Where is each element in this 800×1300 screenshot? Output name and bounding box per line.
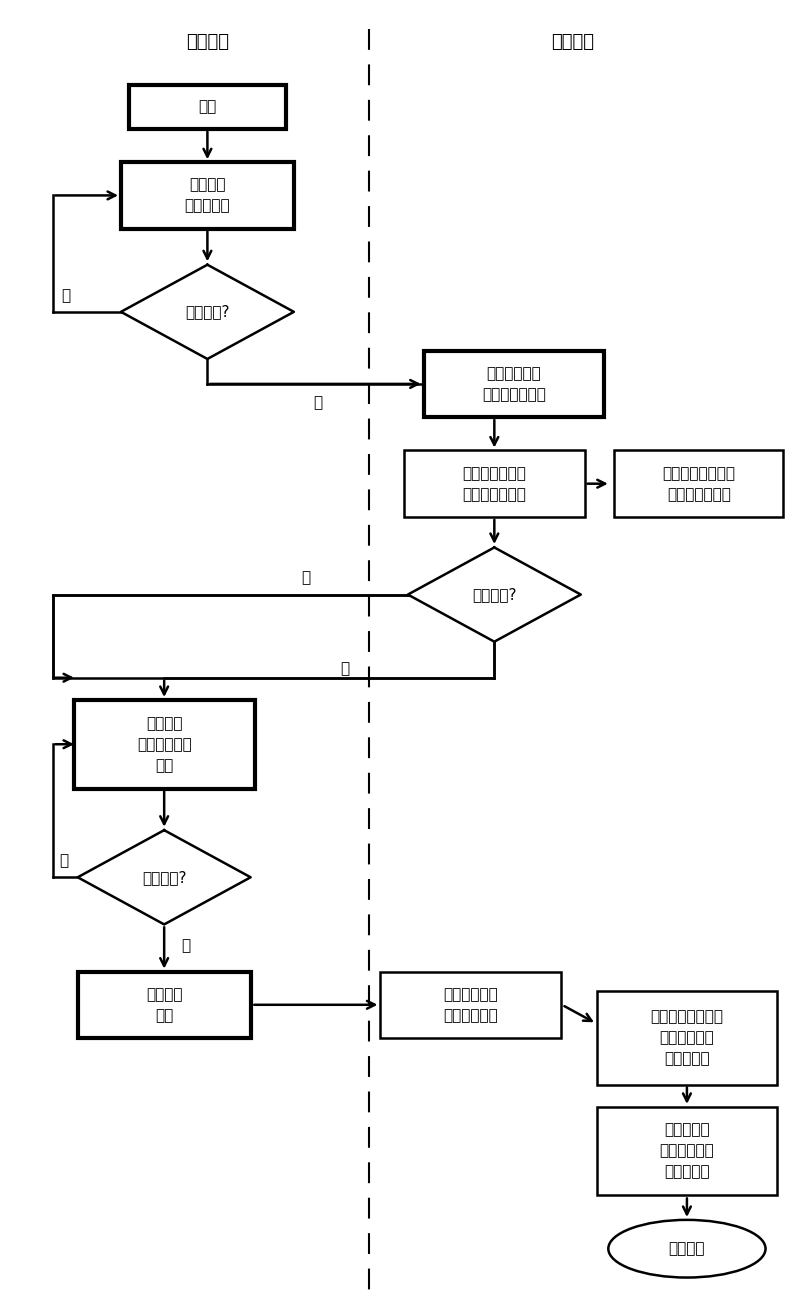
Text: 验证环境: 验证环境 [551,34,594,51]
Polygon shape [408,547,581,642]
Text: 中断产生器模块
对中断标志置位: 中断产生器模块 对中断标志置位 [462,465,526,502]
Text: 执行结束?: 执行结束? [142,870,186,885]
Text: 是: 是 [313,395,322,411]
Bar [380,971,561,1039]
Text: 发送结束
标志: 发送结束 标志 [146,987,182,1023]
Text: 中断产生
运行中断服务
程序: 中断产生 运行中断服务 程序 [137,716,191,772]
Text: 是: 是 [182,939,190,953]
Bar [597,991,778,1086]
Bar [423,351,604,417]
Text: 配置结束?: 配置结束? [185,304,230,320]
Text: 监视模块收集
寄存器配置信息: 监视模块收集 寄存器配置信息 [482,365,546,402]
Bar [74,699,254,789]
Text: 否: 否 [301,571,310,585]
Bar [78,971,250,1039]
Bar [614,450,783,517]
Bar [404,450,585,517]
Text: 开始: 开始 [198,99,217,114]
Text: 是: 是 [341,662,350,676]
Bar [129,84,286,129]
Text: 测试软件: 测试软件 [186,34,229,51]
Polygon shape [121,265,294,359]
Bar [597,1106,778,1196]
Text: 结束仿真: 结束仿真 [669,1242,705,1256]
Text: 否: 否 [59,853,68,868]
Text: 否: 否 [62,287,70,303]
Bar [53,594,494,677]
Text: 触发中断?: 触发中断? [472,588,517,602]
Bar [121,162,294,229]
Polygon shape [78,831,250,924]
Text: 监视模块收集
中断产生情况: 监视模块收集 中断产生情况 [443,987,498,1023]
Ellipse shape [608,1219,766,1278]
Text: 随机配置
中断寄存器: 随机配置 中断寄存器 [185,177,230,213]
Text: 记分板模块
判断仿真结果
收集覆盖率: 记分板模块 判断仿真结果 收集覆盖率 [659,1123,714,1179]
Text: 中断寄存器配置，
中断情况送入
记分板模块: 中断寄存器配置， 中断情况送入 记分板模块 [650,1010,723,1066]
Text: 中断标志置位信息
送入记分板模块: 中断标志置位信息 送入记分板模块 [662,465,735,502]
